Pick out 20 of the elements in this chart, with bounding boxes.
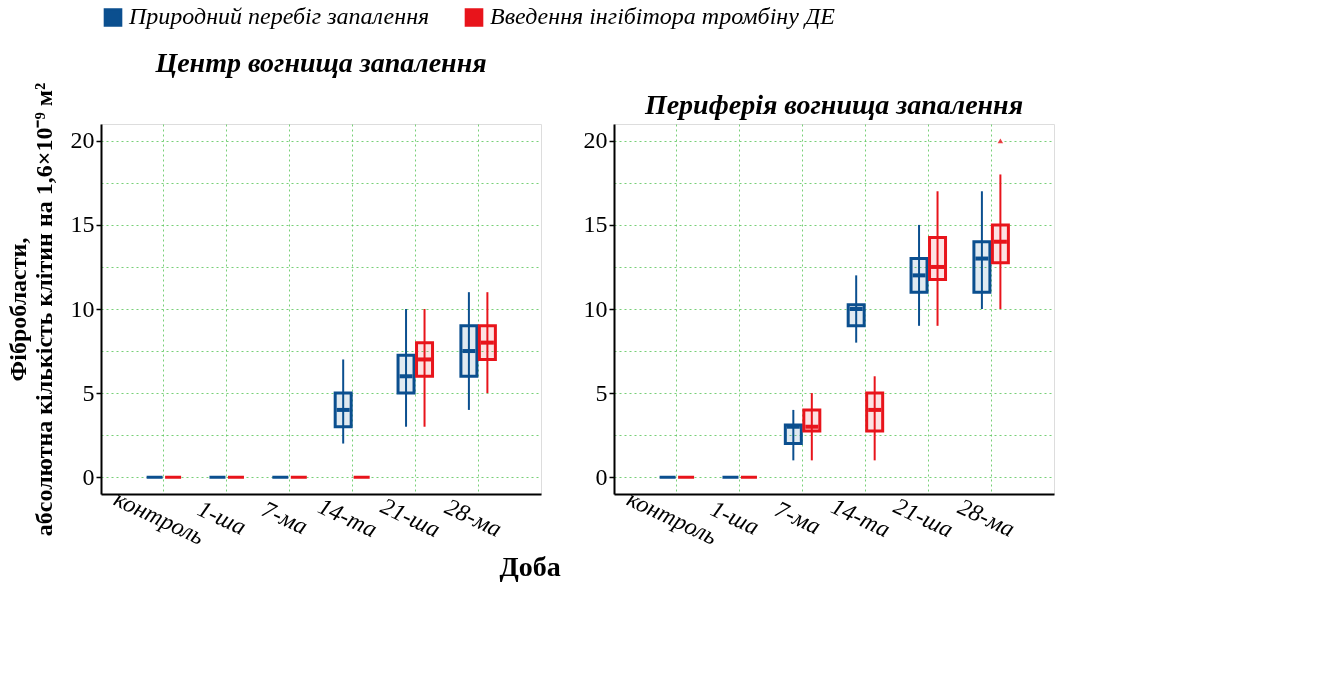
chart-title: Периферія вогнища запалення [643,89,1024,120]
y-tick-label: 5 [595,379,608,406]
y-tick-label: 20 [70,127,95,154]
y-tick-label: 20 [583,127,608,154]
legend-label: Природний перебіг запалення [128,3,430,30]
y-tick-label: 10 [583,295,608,322]
y-tick-label: 0 [595,463,608,490]
x-tick-label: 28-ма [441,493,506,542]
chart-title: Центр вогнища запалення [154,47,487,79]
legend-label: Введення інгібітора тромбіну ДЕ [490,3,836,30]
y-axis-title: Фібробласти, абсолютна кількість клітин на 1,6×10⁻⁹ м² [4,82,57,537]
y-tick-label: 0 [82,463,95,490]
x-axis-title: Доба [499,550,561,582]
y-tick-label: 15 [70,211,95,238]
x-tick-label: 28-ма [954,493,1019,542]
x-tick-label: 7-ма [257,495,312,540]
y-tick-label: 5 [82,379,95,406]
x-tick-label: 7-ма [770,495,825,540]
y-tick-label: 15 [583,211,608,238]
y-tick-label: 10 [70,295,95,322]
